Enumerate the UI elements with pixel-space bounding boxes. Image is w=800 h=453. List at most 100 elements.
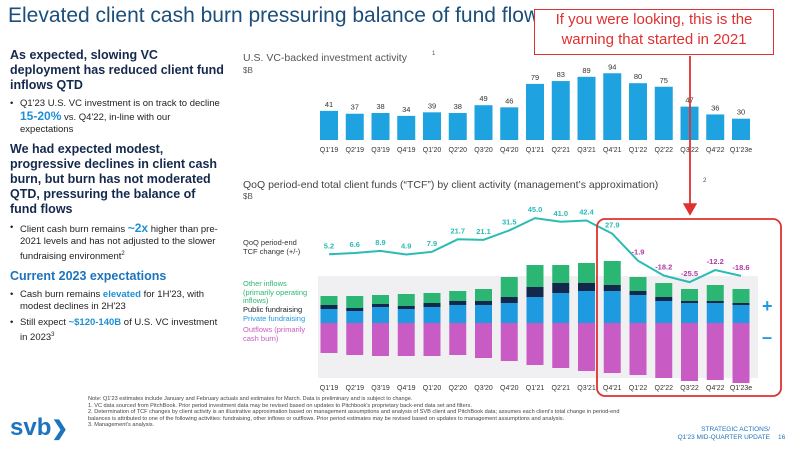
bullet-text: Cash burn remains: [20, 289, 103, 301]
bar-segment: [397, 306, 415, 309]
bar-segment: [732, 289, 750, 303]
bar: [706, 114, 725, 140]
bar-segment: [526, 323, 544, 365]
legend-item: Public fundraising: [243, 305, 303, 314]
bar-segment: [346, 311, 364, 323]
bar-segment: [397, 309, 415, 323]
bar-segment: [552, 283, 570, 293]
data-label: 8.9: [375, 238, 385, 247]
bar-segment: [629, 323, 647, 375]
section-heading: We had expected modest, progressive decl…: [10, 142, 218, 216]
x-tick-label: Q4'21: [603, 385, 622, 392]
bar-segment: [681, 303, 698, 323]
bar-segment: [500, 277, 518, 297]
bullet-text: Still expect: [20, 317, 69, 329]
footnote: 2. Determination of TCF changes by clien…: [88, 409, 620, 422]
sidebar-section: As expected, slowing VC deployment has r…: [10, 48, 225, 136]
footnote: 1. VC data sourced from PitchBook. Prior…: [88, 402, 472, 409]
section-heading: Current 2023 expectations: [10, 269, 167, 284]
bullet-text: for 1H'23, with modest declines in 2H'23: [20, 289, 205, 313]
legend-item: Outflows (primarily cash burn): [243, 325, 306, 343]
data-label: 46: [505, 96, 513, 105]
x-tick-label: Q3'22: [680, 147, 699, 154]
data-label: -25.5: [681, 269, 698, 278]
x-tick-label: Q2'20: [449, 147, 468, 154]
data-label: 37: [351, 103, 359, 112]
bar-segment: [526, 297, 544, 323]
bullet-text: 2: [121, 251, 125, 257]
bar-segment: [629, 295, 647, 323]
x-tick-label: Q2'19: [346, 147, 365, 154]
bar-segment: [475, 305, 492, 323]
bar-segment: [500, 303, 518, 323]
section-heading: As expected, slowing VC deployment has r…: [10, 48, 224, 92]
data-label: 6.6: [350, 240, 360, 249]
data-label: 38: [454, 102, 462, 111]
x-tick-label: Q3'20: [474, 385, 493, 392]
x-tick-label: Q4'20: [500, 147, 519, 154]
legend-item: Other inflows (primarily operating inflo…: [243, 279, 308, 305]
bar-segment: [603, 261, 621, 285]
footnotes: Note: Q1'23 estimates include January an…: [88, 396, 643, 429]
data-label: 38: [376, 102, 384, 111]
bullet-text: Client cash burn remains: [20, 224, 128, 235]
x-tick-label: Q2'22: [655, 147, 674, 154]
data-label: -12.2: [707, 257, 724, 266]
bullet: Still expect ~$120-140B of U.S. VC inves…: [10, 317, 225, 344]
x-tick-label: Q3'22: [680, 385, 699, 392]
data-label: 83: [557, 70, 565, 79]
data-label: 5.2: [324, 241, 334, 250]
x-tick-label: Q1'22: [629, 147, 648, 154]
bar: [732, 118, 750, 140]
data-label: 49: [479, 94, 487, 103]
bar-segment: [578, 291, 595, 323]
data-label: 47: [685, 96, 693, 105]
data-label: 36: [711, 103, 719, 112]
bar-segment: [449, 323, 467, 355]
footnote: Note: Q1'23 estimates include January an…: [88, 396, 413, 402]
bullet-text: ~2x: [127, 221, 149, 235]
bar: [629, 83, 647, 140]
bar-segment: [423, 323, 441, 356]
bar-segment: [578, 283, 595, 291]
bar-segment: [423, 303, 441, 307]
bar-segment: [603, 285, 621, 291]
bullet-text: ~$120-140B: [68, 317, 122, 329]
slide-title: Elevated client cash burn pressuring bal…: [8, 4, 550, 27]
bar-segment: [732, 303, 750, 305]
sidebar-section: Current 2023 expectations Cash burn remai…: [10, 269, 225, 344]
bar-segment: [655, 301, 673, 323]
x-tick-label: Q3'21: [577, 385, 596, 392]
bar: [680, 106, 699, 140]
bar-segment: [372, 295, 389, 304]
x-tick-label: Q2'19: [346, 385, 365, 392]
bar-segment: [372, 304, 389, 307]
x-tick-label: Q4'22: [706, 385, 725, 392]
x-tick-label: Q1'19: [320, 385, 339, 392]
bar-segment: [346, 323, 364, 355]
data-label: 45.0: [528, 205, 543, 214]
x-tick-label: Q3'19: [371, 147, 390, 154]
bar: [345, 113, 364, 140]
bar-segment: [629, 277, 647, 291]
x-tick-label: Q1'19: [320, 147, 339, 154]
bar-segment: [706, 323, 724, 380]
chart-title-sup: 1: [432, 51, 436, 57]
footer-subsection: Q1'23 MID-QUARTER UPDATE: [677, 434, 770, 441]
bar-segment: [320, 305, 338, 309]
bar: [320, 110, 338, 140]
bar-segment: [732, 305, 750, 323]
bar-segment: [449, 291, 467, 301]
bar-segment: [320, 323, 338, 353]
x-tick-label: Q1'21: [526, 147, 545, 154]
bar-segment: [629, 291, 647, 295]
bar: [577, 76, 596, 140]
bar-segment: [552, 293, 570, 323]
footer-section: STRATEGIC ACTIONS/: [701, 426, 770, 433]
sidebar: As expected, slowing VC deployment has r…: [10, 48, 225, 350]
bar: [474, 105, 493, 140]
x-tick-label: Q1'22: [629, 385, 648, 392]
bar: [397, 115, 416, 140]
